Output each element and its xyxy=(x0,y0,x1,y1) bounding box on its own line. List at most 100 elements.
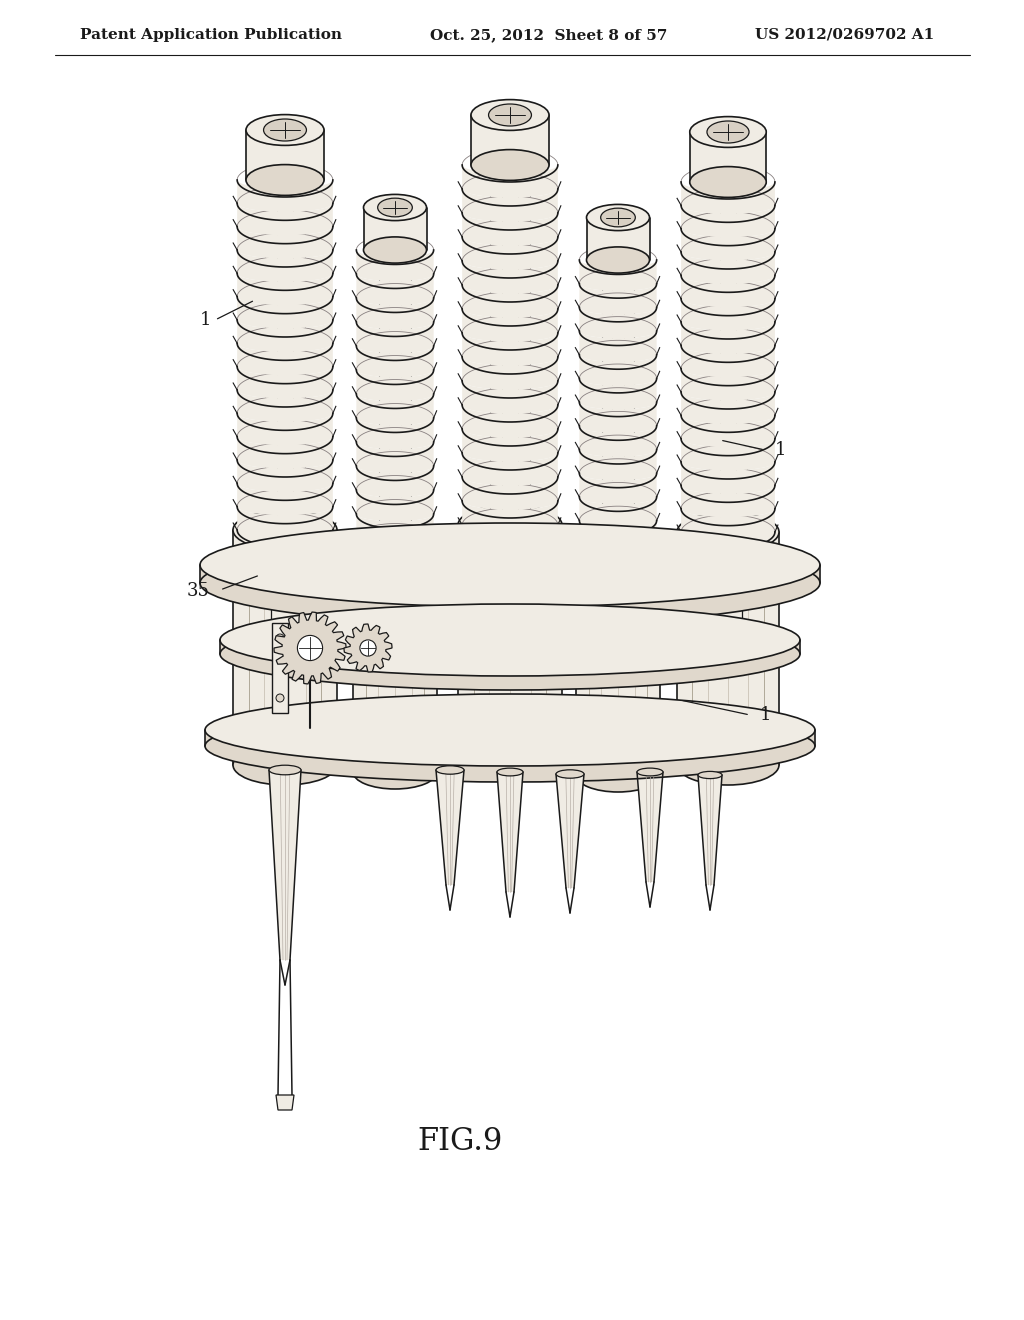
Ellipse shape xyxy=(601,209,635,227)
Polygon shape xyxy=(462,309,558,342)
Text: FIG.9: FIG.9 xyxy=(418,1126,503,1158)
Text: US 2012/0269702 A1: US 2012/0269702 A1 xyxy=(755,28,934,42)
Polygon shape xyxy=(462,405,558,437)
Polygon shape xyxy=(580,496,656,528)
Polygon shape xyxy=(580,544,656,576)
Ellipse shape xyxy=(276,694,284,702)
Polygon shape xyxy=(238,203,333,235)
Polygon shape xyxy=(356,539,433,569)
Polygon shape xyxy=(271,583,299,640)
Polygon shape xyxy=(356,322,433,354)
Polygon shape xyxy=(269,770,301,960)
Ellipse shape xyxy=(269,766,301,775)
Polygon shape xyxy=(580,331,656,362)
Polygon shape xyxy=(462,356,558,389)
Polygon shape xyxy=(497,772,523,892)
Ellipse shape xyxy=(220,605,800,676)
Ellipse shape xyxy=(497,768,523,776)
Polygon shape xyxy=(462,502,558,533)
Polygon shape xyxy=(681,276,775,308)
Text: 1: 1 xyxy=(200,312,211,329)
Polygon shape xyxy=(496,583,524,640)
Polygon shape xyxy=(238,249,333,281)
Polygon shape xyxy=(681,486,775,517)
Polygon shape xyxy=(238,483,333,515)
Polygon shape xyxy=(462,333,558,366)
Polygon shape xyxy=(681,298,775,330)
Polygon shape xyxy=(238,343,333,375)
Polygon shape xyxy=(681,416,775,447)
Ellipse shape xyxy=(436,766,464,775)
Ellipse shape xyxy=(276,634,284,642)
Ellipse shape xyxy=(458,741,562,780)
Ellipse shape xyxy=(677,512,779,552)
Ellipse shape xyxy=(263,119,306,141)
Ellipse shape xyxy=(364,236,427,263)
Polygon shape xyxy=(220,640,800,653)
Polygon shape xyxy=(580,260,656,290)
Ellipse shape xyxy=(471,99,549,131)
Ellipse shape xyxy=(690,116,766,148)
Ellipse shape xyxy=(637,768,663,776)
Text: 35: 35 xyxy=(187,582,210,601)
Ellipse shape xyxy=(378,198,413,216)
Ellipse shape xyxy=(233,510,337,550)
Polygon shape xyxy=(580,355,656,385)
Polygon shape xyxy=(681,438,775,470)
Ellipse shape xyxy=(690,166,766,198)
Polygon shape xyxy=(379,249,411,562)
Polygon shape xyxy=(200,565,820,583)
Polygon shape xyxy=(462,381,558,413)
Polygon shape xyxy=(458,525,562,760)
Ellipse shape xyxy=(359,640,376,656)
Polygon shape xyxy=(462,165,558,198)
Polygon shape xyxy=(436,770,464,884)
Polygon shape xyxy=(580,379,656,409)
Polygon shape xyxy=(356,393,433,425)
Ellipse shape xyxy=(200,541,820,624)
Polygon shape xyxy=(681,368,775,400)
Polygon shape xyxy=(238,273,333,305)
Polygon shape xyxy=(681,206,775,238)
Ellipse shape xyxy=(297,635,323,660)
Polygon shape xyxy=(580,520,656,552)
Polygon shape xyxy=(681,182,775,214)
Polygon shape xyxy=(681,228,775,260)
Ellipse shape xyxy=(205,694,815,766)
Polygon shape xyxy=(356,370,433,401)
Polygon shape xyxy=(587,218,649,260)
Ellipse shape xyxy=(488,104,531,125)
Polygon shape xyxy=(580,284,656,314)
Polygon shape xyxy=(356,275,433,305)
Text: Oct. 25, 2012  Sheet 8 of 57: Oct. 25, 2012 Sheet 8 of 57 xyxy=(430,28,668,42)
Polygon shape xyxy=(246,129,324,180)
Polygon shape xyxy=(709,182,748,532)
Ellipse shape xyxy=(353,755,437,789)
Polygon shape xyxy=(580,308,656,338)
Polygon shape xyxy=(238,227,333,259)
Ellipse shape xyxy=(353,545,437,579)
Ellipse shape xyxy=(575,550,660,585)
Polygon shape xyxy=(556,774,584,888)
Polygon shape xyxy=(580,403,656,433)
Polygon shape xyxy=(238,367,333,399)
Polygon shape xyxy=(462,261,558,293)
Polygon shape xyxy=(462,477,558,510)
Ellipse shape xyxy=(698,771,722,779)
Polygon shape xyxy=(677,532,779,766)
Polygon shape xyxy=(265,180,305,531)
Polygon shape xyxy=(272,623,288,713)
Ellipse shape xyxy=(471,149,549,181)
Polygon shape xyxy=(356,249,433,281)
Polygon shape xyxy=(205,730,815,746)
Polygon shape xyxy=(462,285,558,318)
Polygon shape xyxy=(602,260,634,568)
Ellipse shape xyxy=(246,115,324,145)
Polygon shape xyxy=(344,624,392,672)
Polygon shape xyxy=(462,453,558,486)
Polygon shape xyxy=(238,180,333,211)
Polygon shape xyxy=(580,450,656,480)
Polygon shape xyxy=(353,562,437,772)
Polygon shape xyxy=(462,213,558,246)
Polygon shape xyxy=(575,568,660,775)
